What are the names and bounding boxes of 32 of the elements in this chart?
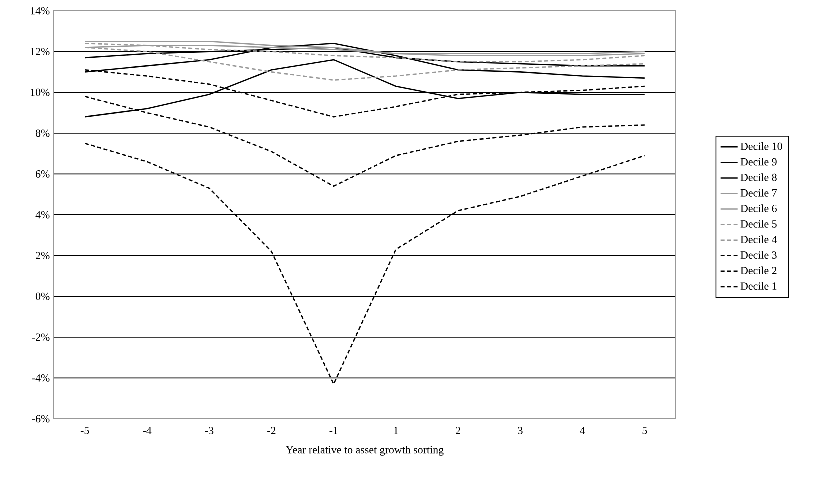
legend-label: Decile 2 [740, 266, 777, 274]
legend-label: Decile 1 [740, 282, 777, 290]
y-tick-label: 14% [31, 7, 50, 15]
y-tick-label: -6% [32, 415, 50, 423]
y-tick-label: -2% [32, 334, 50, 342]
x-tick-label: 3 [518, 427, 523, 434]
x-tick-label: 1 [394, 427, 398, 434]
y-tick-label: 8% [36, 130, 50, 138]
legend-label: Decile 9 [740, 158, 777, 166]
y-tick-label: 6% [36, 170, 50, 178]
legend-label: Decile 5 [740, 220, 777, 228]
legend-label: Decile 8 [740, 174, 777, 182]
y-tick-label: 10% [31, 88, 50, 96]
legend-label: Decile 4 [740, 236, 778, 244]
legend-label: Decile 3 [740, 251, 777, 259]
x-tick-label: -4 [143, 427, 152, 434]
x-tick-label: 5 [642, 427, 648, 434]
y-tick-label: -4% [32, 374, 50, 382]
x-tick-label: 2 [456, 427, 460, 434]
y-tick-label: 2% [36, 252, 50, 260]
legend-label: Decile 6 [740, 204, 777, 212]
y-tick-label: 0% [36, 292, 50, 300]
x-tick-label: 4 [580, 427, 586, 434]
x-tick-label: -2 [268, 427, 276, 434]
legend-label: Decile 7 [740, 189, 777, 197]
y-tick-label: 12% [31, 48, 50, 56]
x-tick-label: -3 [205, 427, 214, 434]
y-tick-label: 4% [36, 211, 50, 219]
legend-label: Decile 10 [740, 142, 782, 150]
x-axis-title: Year relative to asset growth sorting [286, 446, 444, 456]
x-tick-label: -5 [80, 427, 90, 434]
x-tick-label: -1 [330, 427, 338, 434]
